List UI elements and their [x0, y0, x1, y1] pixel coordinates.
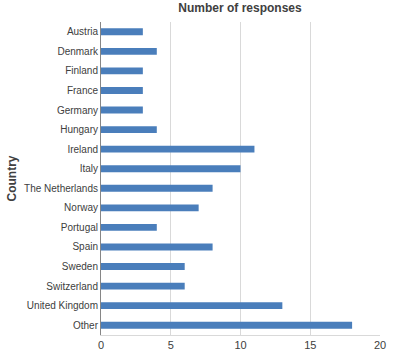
svg-text:Austria: Austria: [67, 26, 99, 37]
svg-text:France: France: [67, 85, 99, 96]
svg-text:20: 20: [374, 339, 386, 351]
svg-text:5: 5: [168, 339, 174, 351]
svg-text:Sweden: Sweden: [62, 261, 98, 272]
svg-text:Portugal: Portugal: [61, 222, 98, 233]
svg-text:United Kingdom: United Kingdom: [27, 300, 98, 311]
svg-text:Finland: Finland: [65, 65, 98, 76]
svg-text:Norway: Norway: [64, 202, 98, 213]
svg-text:The Netherlands: The Netherlands: [24, 183, 98, 194]
svg-text:Number of responses: Number of responses: [178, 1, 302, 15]
svg-text:Other: Other: [73, 320, 99, 331]
svg-text:Spain: Spain: [72, 241, 98, 252]
svg-text:10: 10: [234, 339, 246, 351]
svg-text:Switzerland: Switzerland: [46, 281, 98, 292]
svg-text:0: 0: [98, 339, 104, 351]
svg-text:15: 15: [304, 339, 316, 351]
svg-text:Denmark: Denmark: [57, 46, 99, 57]
svg-text:Italy: Italy: [80, 163, 98, 174]
svg-text:Ireland: Ireland: [67, 144, 98, 155]
svg-text:Hungary: Hungary: [60, 124, 98, 135]
svg-text:Germany: Germany: [57, 105, 98, 116]
svg-text:Country: Country: [5, 155, 19, 201]
